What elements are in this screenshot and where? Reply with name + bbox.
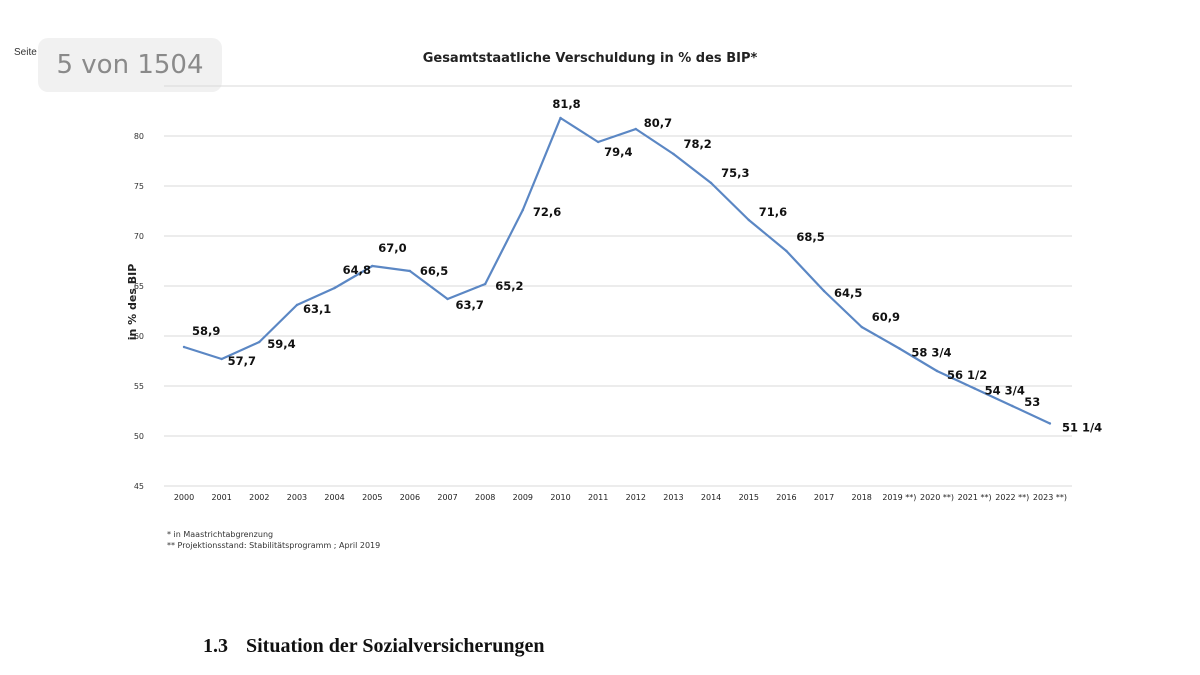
data-label: 63,1 bbox=[303, 302, 331, 316]
data-label: 66,5 bbox=[420, 264, 448, 278]
data-point bbox=[973, 387, 976, 390]
data-label: 58,9 bbox=[192, 324, 220, 338]
data-label: 60,9 bbox=[872, 310, 900, 324]
footnote-projection: ** Projektionsstand: Stabilitätsprogramm… bbox=[167, 541, 381, 550]
x-tick-label: 2020 **) bbox=[920, 493, 954, 502]
x-tick-label: 2015 bbox=[739, 493, 759, 502]
footnote-maastricht: * in Maastrichtabgrenzung bbox=[167, 530, 274, 539]
x-tick-label: 2016 bbox=[776, 493, 796, 502]
data-label: 59,4 bbox=[267, 337, 295, 351]
section-title: Situation der Sozialversicherungen bbox=[246, 635, 545, 657]
x-tick-label: 2021 **) bbox=[958, 493, 992, 502]
data-point bbox=[521, 208, 525, 212]
series-line-debt-ratio bbox=[183, 116, 1051, 425]
x-tick-label: 2019 **) bbox=[882, 493, 916, 502]
data-point bbox=[333, 286, 336, 290]
data-point bbox=[709, 181, 713, 185]
data-point bbox=[408, 269, 412, 273]
x-tick-label: 2000 bbox=[174, 493, 194, 502]
x-tick-label: 2004 bbox=[324, 493, 344, 502]
x-tick-label: 2001 bbox=[211, 493, 231, 502]
page-header-text: Seite bbox=[14, 47, 37, 58]
data-label: 64,8 bbox=[343, 263, 371, 277]
x-tick-label: 2018 bbox=[852, 493, 872, 502]
x-axis-ticks: 2000 2001 2002 2003 2004 2005 2006 2007 2008 2009… bbox=[174, 493, 1067, 502]
data-point bbox=[672, 152, 675, 156]
section-heading: 1.3 Situation der Sozialversicherungen bbox=[203, 635, 545, 658]
data-point bbox=[484, 282, 487, 286]
data-point bbox=[860, 325, 863, 329]
data-label: 81,8 bbox=[552, 97, 580, 111]
x-tick-label: 2007 bbox=[437, 493, 457, 502]
data-label: 56 1/2 bbox=[947, 368, 987, 382]
data-label: 64,5 bbox=[834, 286, 862, 300]
page-indicator-badge: 5 von 1504 bbox=[38, 38, 222, 92]
y-tick-label: 70 bbox=[134, 232, 144, 241]
data-label: 68,5 bbox=[796, 230, 824, 244]
y-axis-ticks: 45 50 55 60 65 70 75 80 bbox=[134, 132, 144, 491]
y-tick-label: 60 bbox=[134, 332, 144, 341]
y-tick-label: 50 bbox=[134, 432, 144, 441]
y-tick-label: 65 bbox=[134, 282, 144, 291]
data-label: 65,2 bbox=[495, 279, 523, 293]
x-tick-label: 2005 bbox=[362, 493, 382, 502]
data-point bbox=[258, 340, 261, 344]
x-tick-label: 2009 bbox=[513, 493, 533, 502]
section-number: 1.3 bbox=[203, 635, 228, 657]
data-point bbox=[371, 264, 374, 268]
series-layer bbox=[182, 116, 1052, 425]
x-tick-label: 2002 bbox=[249, 493, 269, 502]
data-point bbox=[182, 345, 186, 349]
data-point bbox=[446, 297, 449, 301]
data-label: 63,7 bbox=[456, 298, 484, 312]
data-label: 71,6 bbox=[759, 205, 787, 219]
data-label: 75,3 bbox=[721, 166, 749, 180]
y-tick-label: 55 bbox=[134, 382, 144, 391]
data-point bbox=[220, 357, 223, 361]
x-tick-label: 2006 bbox=[400, 493, 420, 502]
data-label: 78,2 bbox=[683, 137, 711, 151]
data-point bbox=[898, 347, 901, 350]
data-label: 79,4 bbox=[604, 145, 632, 159]
data-point bbox=[1011, 404, 1014, 408]
data-point bbox=[596, 140, 600, 144]
data-point bbox=[1048, 422, 1052, 425]
data-label: 54 3/4 bbox=[985, 384, 1025, 398]
x-tick-label: 2014 bbox=[701, 493, 721, 502]
y-tick-label: 75 bbox=[134, 182, 144, 191]
data-point bbox=[295, 303, 299, 307]
x-tick-label: 2017 bbox=[814, 493, 834, 502]
data-label: 53 bbox=[1024, 395, 1040, 409]
x-tick-label: 2008 bbox=[475, 493, 495, 502]
x-tick-label: 2003 bbox=[287, 493, 307, 502]
data-label: 51 1/4 bbox=[1062, 421, 1102, 435]
data-label: 72,6 bbox=[533, 205, 561, 219]
data-point bbox=[747, 218, 750, 222]
data-label: 58 3/4 bbox=[911, 346, 951, 360]
x-tick-label: 2023 **) bbox=[1033, 493, 1067, 502]
y-axis-label: in % des BIP bbox=[126, 264, 139, 341]
x-tick-label: 2012 bbox=[626, 493, 646, 502]
y-tick-label: 80 bbox=[134, 132, 144, 141]
y-tick-label: 45 bbox=[134, 482, 144, 491]
chart-title: Gesamtstaatliche Verschuldung in % des B… bbox=[423, 51, 758, 66]
data-label: 80,7 bbox=[644, 116, 672, 130]
data-point bbox=[935, 369, 939, 373]
data-label: 67,0 bbox=[378, 241, 406, 255]
data-label: 57,7 bbox=[228, 354, 256, 368]
data-point bbox=[634, 127, 637, 131]
x-tick-label: 2010 bbox=[550, 493, 570, 502]
data-point bbox=[822, 289, 826, 293]
x-tick-label: 2013 bbox=[663, 493, 683, 502]
x-tick-label: 2011 bbox=[588, 493, 608, 502]
x-tick-label: 2022 **) bbox=[995, 493, 1029, 502]
data-labels: 58,9 57,7 59,4 63,1 64,8 67,0 66,5 63,7 65,2 72,6… bbox=[192, 97, 1102, 435]
data-point bbox=[785, 249, 788, 253]
data-point bbox=[559, 116, 562, 120]
